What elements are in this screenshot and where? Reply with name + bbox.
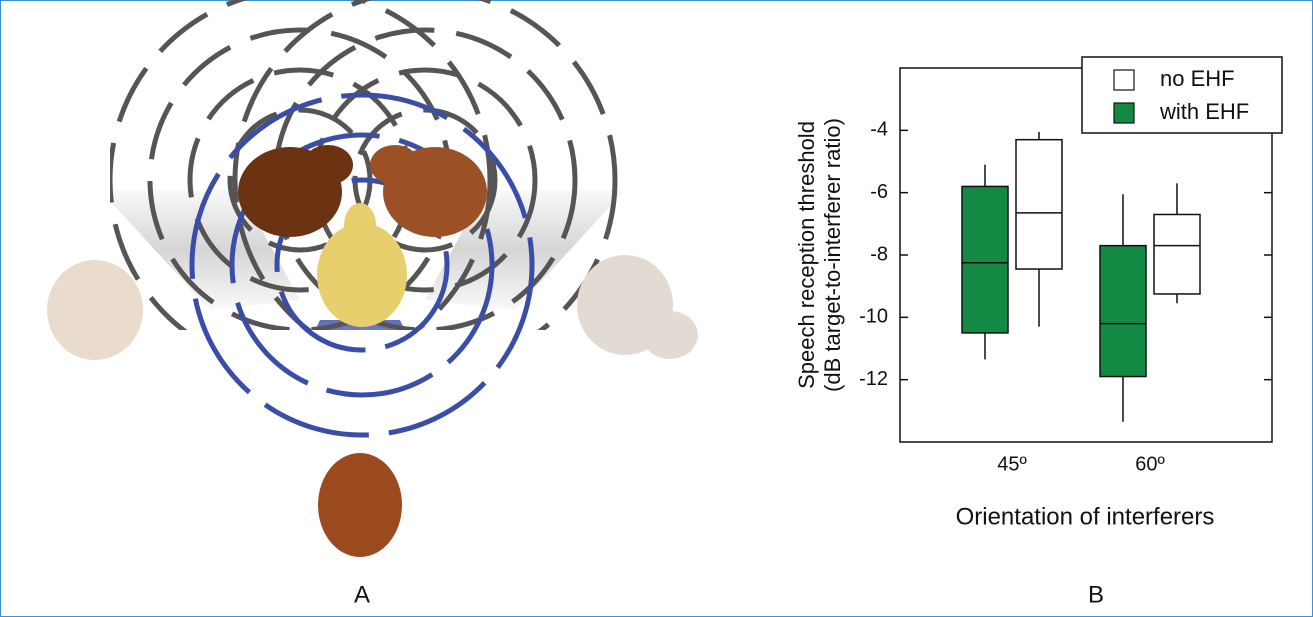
head — [318, 453, 402, 557]
legend-label: no EHF — [1160, 66, 1235, 91]
box — [1154, 214, 1200, 293]
legend-swatch — [1114, 103, 1134, 123]
hair — [344, 203, 376, 247]
box — [1100, 246, 1146, 377]
hair — [370, 145, 420, 185]
x-tick-label: 60º — [1135, 453, 1165, 475]
hair — [303, 145, 353, 185]
panel-label: A — [354, 581, 370, 608]
y-axis-label: (dB target-to-interferer ratio) — [820, 118, 845, 392]
y-tick-label: -8 — [870, 243, 888, 265]
y-tick-label: -6 — [870, 181, 888, 203]
y-tick-label: -10 — [859, 306, 888, 328]
figure: A B Orientation of interferers Speech re… — [0, 0, 1313, 617]
y-tick-label: -4 — [870, 119, 888, 141]
x-axis-label: Orientation of interferers — [956, 503, 1215, 530]
legend-swatch — [1114, 70, 1134, 90]
x-tick-label: 45º — [997, 453, 1027, 475]
box — [962, 186, 1008, 332]
box — [1016, 140, 1062, 269]
y-tick-label: -12 — [859, 368, 888, 390]
head — [47, 260, 143, 360]
y-axis-label: Speech reception threshold — [794, 121, 819, 389]
panel-label: B — [1088, 581, 1104, 608]
legend-label: with EHF — [1159, 99, 1249, 124]
hair — [642, 311, 698, 359]
